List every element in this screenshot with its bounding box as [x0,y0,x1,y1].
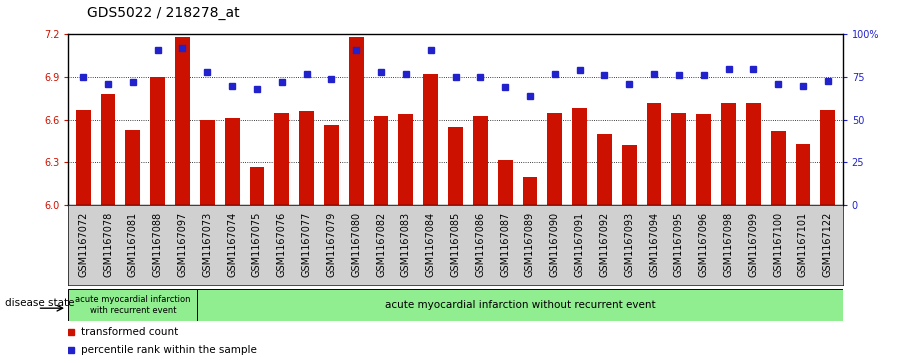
Bar [299,111,314,205]
Bar [771,131,785,205]
Bar [100,94,116,205]
Text: disease state: disease state [5,298,74,308]
Bar [448,127,463,205]
Text: GSM1167079: GSM1167079 [326,212,336,277]
Text: GSM1167076: GSM1167076 [277,212,287,277]
Text: GSM1167074: GSM1167074 [227,212,237,277]
Bar [473,115,487,205]
Text: GSM1167077: GSM1167077 [302,212,312,277]
Text: GSM1167084: GSM1167084 [425,212,435,277]
Text: GSM1167086: GSM1167086 [476,212,486,277]
Bar [374,115,388,205]
Bar [150,77,165,205]
Text: GSM1167093: GSM1167093 [624,212,634,277]
Bar [820,110,835,205]
Bar [572,109,587,205]
Bar [68,289,198,321]
Text: GSM1167080: GSM1167080 [352,212,362,277]
Text: acute myocardial infarction without recurrent event: acute myocardial infarction without recu… [384,300,655,310]
Text: GSM1167087: GSM1167087 [500,212,510,277]
Text: transformed count: transformed count [81,327,178,337]
Text: GSM1167095: GSM1167095 [674,212,684,277]
Text: GSM1167085: GSM1167085 [451,212,460,277]
Bar [349,37,363,205]
Text: GSM1167094: GSM1167094 [649,212,659,277]
Text: GSM1167091: GSM1167091 [575,212,585,277]
Text: GSM1167073: GSM1167073 [202,212,212,277]
Bar [250,167,264,205]
Text: GSM1167081: GSM1167081 [128,212,138,277]
Bar [746,103,761,205]
Text: GSM1167100: GSM1167100 [773,212,783,277]
Text: percentile rank within the sample: percentile rank within the sample [81,345,257,355]
Bar [126,130,140,205]
Bar [424,74,438,205]
Text: GSM1167090: GSM1167090 [549,212,559,277]
Bar [722,103,736,205]
Text: GSM1167075: GSM1167075 [252,212,262,277]
Text: GSM1167089: GSM1167089 [525,212,535,277]
Bar [200,120,215,205]
Text: GSM1167072: GSM1167072 [78,212,88,277]
Bar [795,144,811,205]
Bar [548,113,562,205]
Text: GSM1167099: GSM1167099 [748,212,758,277]
Text: GSM1167097: GSM1167097 [178,212,188,277]
Bar [198,289,843,321]
Text: GSM1167078: GSM1167078 [103,212,113,277]
Bar [497,160,513,205]
Text: GDS5022 / 218278_at: GDS5022 / 218278_at [87,6,240,20]
Bar [175,37,189,205]
Text: GSM1167098: GSM1167098 [723,212,733,277]
Bar [622,146,637,205]
Bar [398,114,414,205]
Bar [225,118,240,205]
Text: GSM1167083: GSM1167083 [401,212,411,277]
Bar [324,126,339,205]
Text: acute myocardial infarction
with recurrent event: acute myocardial infarction with recurre… [75,295,190,315]
Bar [647,103,661,205]
Bar [523,177,537,205]
Bar [696,114,711,205]
Bar [597,134,612,205]
Text: GSM1167088: GSM1167088 [153,212,163,277]
Text: GSM1167092: GSM1167092 [599,212,609,277]
Bar [671,113,686,205]
Text: GSM1167101: GSM1167101 [798,212,808,277]
Bar [274,113,289,205]
Text: GSM1167082: GSM1167082 [376,212,386,277]
Bar [76,110,91,205]
Text: GSM1167096: GSM1167096 [699,212,709,277]
Text: GSM1167122: GSM1167122 [823,212,833,277]
